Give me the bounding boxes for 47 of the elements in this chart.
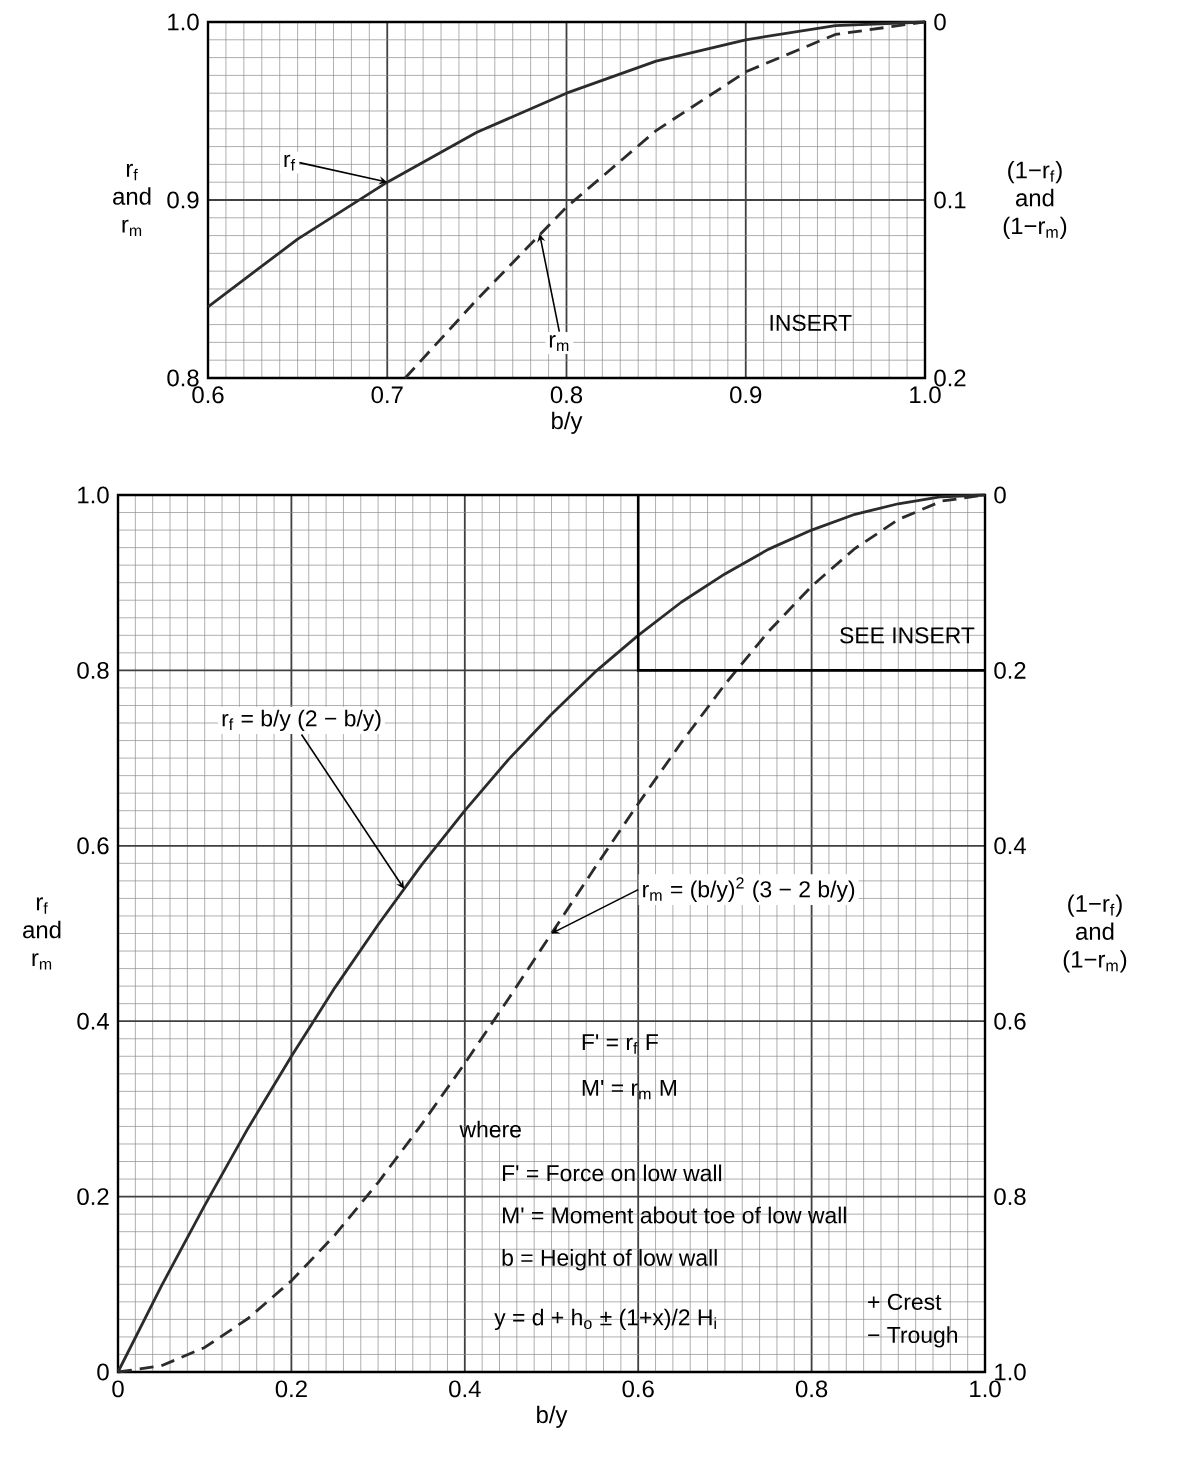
y2-tick-label: 0.6 <box>994 1012 1026 1030</box>
annotation: F' = Force on low wall <box>503 1164 722 1182</box>
y-tick-label: 0.8 <box>167 369 199 387</box>
y2-tick-label: 1.0 <box>995 1363 1026 1381</box>
x-tick-label: 0.6 <box>192 386 224 404</box>
annotation: r$_{f}$ = b/y (2 − b/y) <box>222 709 381 732</box>
annotation: b = Height of low wall <box>502 1249 717 1271</box>
y-tick-label: 0 <box>97 1363 109 1381</box>
y2-tick-label: 0.2 <box>994 661 1026 679</box>
annotation: + Crest <box>868 1293 942 1310</box>
annotation: r$_{f}$ <box>284 154 296 171</box>
x-tick-label: 0.4 <box>449 1380 481 1398</box>
y-tick-label: 0.2 <box>77 1188 109 1206</box>
x-tick-label: 0 <box>112 1380 124 1398</box>
y2-tick-label: 0 <box>934 13 946 31</box>
annotation: r$_{m}$ <box>549 335 569 352</box>
annotation: r$_{m}$ = (b/y)$^{2}$ (3 − 2 b/y) <box>643 877 855 902</box>
y-axis-title: r$_{f}$ and r$_{m}$ <box>23 897 61 970</box>
y-tick-label: 0.9 <box>167 191 199 209</box>
x-tick-label: 1.0 <box>970 1380 1001 1398</box>
x-axis-title: b/y <box>552 411 583 434</box>
annotation: − Trough <box>868 1326 958 1348</box>
y-tick-label: 0.8 <box>77 661 109 679</box>
x-tick-label: 0.8 <box>550 386 583 404</box>
y-tick-label: 1.0 <box>78 486 109 504</box>
y2-tick-label: 0 <box>994 486 1006 504</box>
annotation: INSERT <box>770 314 852 331</box>
y2-tick-label: 0.8 <box>994 1188 1026 1206</box>
annotation: M' = r$_{m}$ M <box>582 1079 677 1100</box>
x-tick-label: 0.8 <box>795 1380 828 1398</box>
y2-tick-label: 0.1 <box>934 191 966 209</box>
y2-tick-label: 0.4 <box>994 837 1026 855</box>
y2-tick-label: 0.2 <box>934 369 966 387</box>
x-tick-label: 0.9 <box>730 386 762 404</box>
y-tick-label: 0.4 <box>77 1012 109 1030</box>
y-tick-label: 0.6 <box>77 837 109 855</box>
y2-axis-title: (1−r$_{f}$) and (1−r$_{m}$) <box>1063 894 1127 973</box>
y2-axis-title: (1−r$_{f}$) and (1−r$_{m}$) <box>1003 160 1067 240</box>
annotation: SEE INSERT <box>840 627 975 644</box>
x-axis-title: b/y <box>537 1405 568 1428</box>
y-tick-label: 1.0 <box>168 13 199 31</box>
x-tick-label: 1.0 <box>910 386 941 404</box>
y-axis-title: r$_{f}$ and r$_{m}$ <box>113 163 151 237</box>
x-tick-label: 0.7 <box>371 386 403 404</box>
x-tick-label: 0.6 <box>622 1380 654 1398</box>
annotation: F' = r$_{f}$ F <box>582 1034 658 1054</box>
x-tick-label: 0.2 <box>275 1380 307 1398</box>
